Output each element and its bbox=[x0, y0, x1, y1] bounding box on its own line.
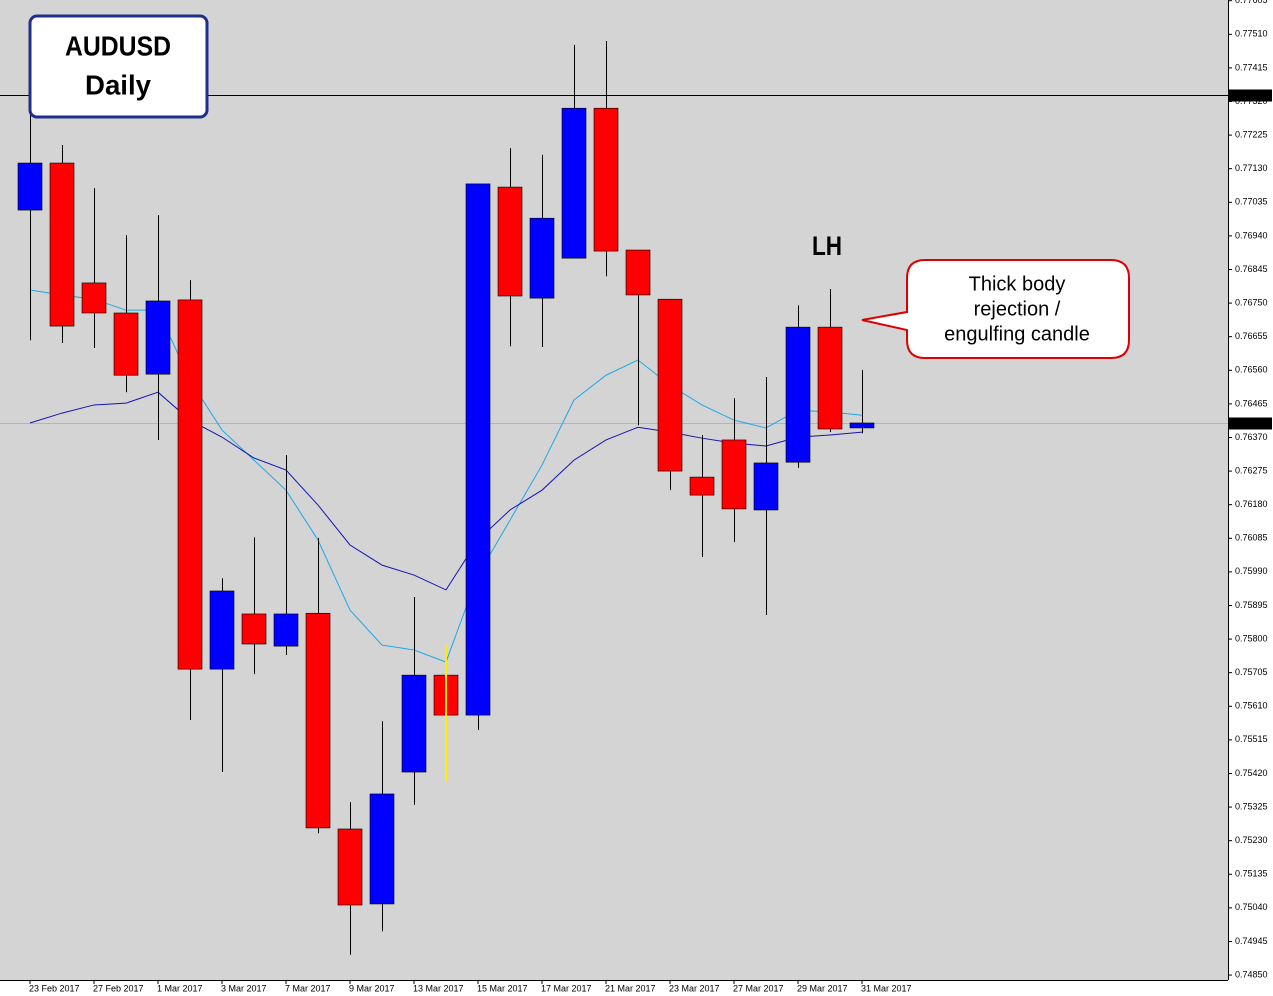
y-tick-label: 0.76275 bbox=[1235, 465, 1268, 475]
candle-body bbox=[721, 439, 747, 510]
y-tick-label: 0.75895 bbox=[1235, 600, 1268, 610]
y-tick-label: 0.74850 bbox=[1235, 969, 1268, 979]
candle-body bbox=[145, 300, 171, 375]
x-tick-label: 29 Mar 2017 bbox=[797, 983, 848, 993]
y-tick-label: 0.75040 bbox=[1235, 902, 1268, 912]
x-tick-label: 1 Mar 2017 bbox=[157, 983, 203, 993]
candle-body bbox=[337, 828, 363, 906]
candle-body bbox=[369, 793, 395, 905]
y-tick-label: 0.76560 bbox=[1235, 365, 1268, 375]
chart-subtitle: Daily bbox=[85, 69, 151, 100]
y-tick-label: 0.77605 bbox=[1235, 0, 1268, 5]
x-tick-label: 21 Mar 2017 bbox=[605, 983, 656, 993]
y-tick-label: 0.76940 bbox=[1235, 230, 1268, 240]
x-tick-label: 23 Feb 2017 bbox=[29, 983, 80, 993]
candle-body bbox=[849, 422, 875, 429]
title-frame bbox=[28, 14, 209, 119]
price-axis-area bbox=[1228, 0, 1273, 996]
candle-body bbox=[657, 298, 683, 472]
y-tick-label: 0.76750 bbox=[1235, 297, 1268, 307]
y-tick-label: 0.75325 bbox=[1235, 801, 1268, 811]
price-tag bbox=[1229, 89, 1272, 102]
candle-body bbox=[593, 107, 619, 252]
annotation: LH bbox=[812, 231, 842, 261]
candle-body bbox=[529, 217, 555, 299]
y-tick-label: 0.77035 bbox=[1235, 197, 1268, 207]
candle-body bbox=[209, 590, 235, 670]
candle-body bbox=[497, 186, 523, 297]
y-tick-label: 0.76370 bbox=[1235, 432, 1268, 442]
candle-body bbox=[401, 674, 427, 773]
x-tick-label: 3 Mar 2017 bbox=[221, 983, 267, 993]
y-tick-label: 0.76180 bbox=[1235, 499, 1268, 509]
candle-body bbox=[625, 249, 651, 296]
candle-body bbox=[177, 299, 203, 670]
y-tick-label: 0.75705 bbox=[1235, 667, 1268, 677]
candles-layer bbox=[17, 41, 875, 955]
candle-body bbox=[465, 183, 491, 716]
y-tick-label: 0.77130 bbox=[1235, 163, 1268, 173]
chart-title: AUDUSD bbox=[65, 30, 171, 61]
title-box: AUDUSD Daily bbox=[28, 14, 209, 119]
y-tick-label: 0.77510 bbox=[1235, 29, 1268, 39]
candle-body bbox=[689, 476, 715, 496]
x-tick-label: 27 Feb 2017 bbox=[93, 983, 144, 993]
x-tick-label: 23 Mar 2017 bbox=[669, 983, 720, 993]
callout-bubble bbox=[861, 259, 1130, 359]
callout-text: engulfing candle bbox=[944, 323, 1090, 345]
y-tick-label: 0.75515 bbox=[1235, 734, 1268, 744]
y-tick-label: 0.76465 bbox=[1235, 398, 1268, 408]
y-tick-label: 0.75990 bbox=[1235, 566, 1268, 576]
y-tick-label: 0.75800 bbox=[1235, 633, 1268, 643]
candle-body bbox=[17, 162, 43, 211]
candle-body bbox=[753, 462, 779, 511]
y-tick-label: 0.77225 bbox=[1235, 129, 1268, 139]
price-tag bbox=[1229, 417, 1272, 430]
candle-body bbox=[241, 613, 267, 645]
candle-body bbox=[81, 282, 107, 314]
y-tick-label: 0.74945 bbox=[1235, 936, 1268, 946]
candle-body bbox=[561, 107, 587, 259]
y-tick-label: 0.75135 bbox=[1235, 869, 1268, 879]
x-tick-label: 31 Mar 2017 bbox=[861, 983, 912, 993]
x-tick-label: 13 Mar 2017 bbox=[413, 983, 464, 993]
y-tick-label: 0.75420 bbox=[1235, 768, 1268, 778]
x-tick-label: 15 Mar 2017 bbox=[477, 983, 528, 993]
x-tick-label: 7 Mar 2017 bbox=[285, 983, 331, 993]
price-tag-label: 0.77339 bbox=[1235, 90, 1268, 100]
y-tick-label: 0.76655 bbox=[1235, 331, 1268, 341]
callout-text: rejection / bbox=[974, 298, 1061, 320]
candle-body bbox=[273, 613, 299, 647]
y-tick-label: 0.77415 bbox=[1235, 62, 1268, 72]
y-tick-label: 0.75230 bbox=[1235, 835, 1268, 845]
y-tick-label: 0.76845 bbox=[1235, 264, 1268, 274]
candle-body bbox=[305, 612, 331, 829]
y-tick-label: 0.76085 bbox=[1235, 533, 1268, 543]
candle-body bbox=[817, 326, 843, 430]
callout: Thick body rejection / engulfing candle bbox=[861, 259, 1130, 359]
y-tick-label: 0.75610 bbox=[1235, 701, 1268, 711]
price-tag-label: 0.76411 bbox=[1235, 418, 1267, 428]
candle-body bbox=[113, 312, 139, 376]
x-tick-label: 27 Mar 2017 bbox=[733, 983, 784, 993]
callout-text: Thick body bbox=[969, 273, 1066, 295]
candle-body bbox=[49, 162, 75, 327]
x-tick-label: 9 Mar 2017 bbox=[349, 983, 395, 993]
candle-body bbox=[785, 326, 811, 463]
x-tick-label: 17 Mar 2017 bbox=[541, 983, 592, 993]
